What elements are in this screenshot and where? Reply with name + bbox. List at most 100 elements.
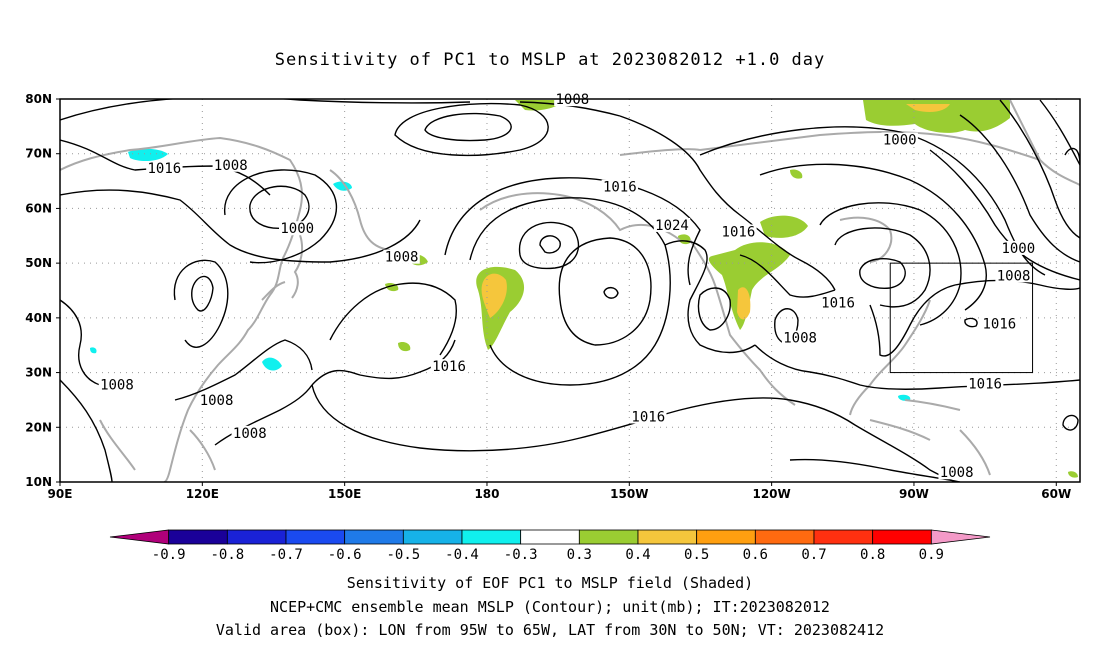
- contour-line: [1062, 414, 1079, 431]
- coastline-asia: [60, 136, 303, 482]
- contour-label: 1016: [432, 359, 466, 375]
- shade-positive-patch: [708, 242, 790, 330]
- contour-line: [311, 339, 456, 386]
- colorbar-swatch: [168, 529, 228, 545]
- shade-positive-core: [737, 287, 751, 320]
- valid-area-box: [889, 262, 1034, 374]
- contour-line: [191, 275, 214, 312]
- contour-line: [60, 299, 101, 386]
- colorbar-tick-label: -0.8: [210, 547, 244, 563]
- contour-line: [959, 114, 1080, 263]
- coastline-alaska: [479, 192, 681, 241]
- x-tick-label: 150E: [328, 487, 361, 501]
- colorbar-tick-label: 0.9: [919, 547, 944, 563]
- contour-line: [311, 384, 959, 482]
- coastline-se-asia: [99, 419, 216, 471]
- colorbar-tick-label: 0.7: [801, 547, 826, 563]
- contour-line: [664, 240, 756, 354]
- contour-label: 1008: [200, 393, 234, 409]
- colorbar-tick-label: -0.7: [269, 547, 303, 563]
- contour-label-bg: [981, 316, 1018, 331]
- shade-positive-patch: [398, 341, 411, 352]
- contour-label-bg: [212, 157, 249, 172]
- x-tick-label: 120E: [186, 487, 219, 501]
- coastline-greenland: [1009, 99, 1080, 186]
- contour-line: [754, 344, 1080, 390]
- contour-label-bg: [383, 249, 420, 264]
- shade-negative-patch: [90, 347, 97, 354]
- contour-label: 1016: [982, 316, 1016, 332]
- contour-line: [424, 112, 512, 142]
- contour-label-bg: [819, 295, 857, 310]
- coastline-hudson-bay: [839, 216, 893, 263]
- shade-negative-patch: [262, 357, 282, 371]
- contour-line: [539, 235, 561, 254]
- contour-label-bg: [881, 132, 918, 147]
- contour-label-bg: [98, 377, 136, 392]
- contour-line: [999, 99, 1080, 239]
- contour-line: [619, 115, 836, 291]
- contour-line: [329, 282, 457, 356]
- x-tick-label: 90W: [899, 487, 929, 501]
- contour-line: [558, 237, 652, 346]
- contour-label-bg: [279, 221, 316, 236]
- contour-line: [174, 339, 313, 401]
- contour-line: [394, 102, 549, 157]
- contour-label-bg: [966, 376, 1004, 391]
- contour-line: [929, 149, 1080, 281]
- coastlines: [60, 99, 1080, 482]
- x-tick-label: 90E: [48, 487, 73, 501]
- contour-line: [60, 189, 421, 263]
- caption-shading: Sensitivity of EOF PC1 to MSLP field (Sh…: [346, 574, 754, 592]
- colorbar-swatch: [461, 529, 522, 545]
- contour-line: [60, 99, 621, 121]
- y-tick-label: 60N: [25, 201, 52, 215]
- coastline-north-america-west: [689, 239, 796, 406]
- contour-label-bg: [995, 268, 1032, 283]
- contour-label: 1016: [148, 161, 182, 177]
- contour-line: [469, 197, 671, 386]
- shade-positive-patch: [760, 215, 808, 238]
- colorbar-swatch: [285, 529, 346, 545]
- contour-line: [819, 202, 962, 326]
- chart-title: Sensitivity of PC1 to MSLP at 2023082012…: [274, 50, 826, 70]
- x-tick-label: 150W: [610, 487, 648, 501]
- contour-label-bg: [653, 217, 691, 232]
- contour-label-bg: [781, 330, 819, 345]
- shade-positive-patch: [790, 169, 803, 179]
- colorbar-swatch: [520, 529, 580, 545]
- contour-label: 1008: [556, 92, 590, 108]
- contour-line: [869, 279, 1080, 357]
- contour-label: 1024: [655, 218, 689, 234]
- colorbar-swatch: [578, 529, 639, 545]
- contour-line: [518, 221, 580, 270]
- contour-label: 1008: [100, 378, 134, 394]
- y-tick-label: 40N: [25, 311, 52, 325]
- colorbar-swatch: [696, 529, 756, 545]
- colorbar-tick-label: 0.5: [684, 547, 709, 563]
- contour-label-bg: [938, 465, 975, 480]
- shade-positive-core: [906, 104, 950, 112]
- contour-label: 1008: [997, 268, 1031, 284]
- coastline-north-america-east: [849, 299, 931, 441]
- colorbar-tick-label: -0.4: [445, 547, 479, 563]
- map-axes: 90E 120E 150E 180 150W 120W 90W 60W 10N 20N 30N 40N…: [25, 92, 1071, 501]
- contour-line: [697, 287, 731, 331]
- colorbar-tick-label: 0.4: [625, 547, 650, 563]
- contour-line: [603, 286, 619, 299]
- caption-contour: NCEP+CMC ensemble mean MSLP (Contour); u…: [270, 598, 830, 616]
- colorbar-tick-label: 0.6: [743, 547, 768, 563]
- shade-positive-patch: [1068, 471, 1078, 478]
- colorbar-swatch: [226, 529, 287, 545]
- colorbar-swatch: [754, 529, 815, 545]
- contour-label: 1008: [783, 331, 817, 347]
- colorbar-arrow-low: [109, 529, 170, 545]
- contour-line: [759, 163, 987, 311]
- x-tick-label: 120W: [752, 487, 790, 501]
- y-tick-label: 20N: [25, 420, 52, 434]
- contour-label-bg: [198, 393, 235, 408]
- x-tick-label: 180: [474, 487, 499, 501]
- contour-label: 1008: [233, 426, 267, 442]
- contour-label-bg: [601, 179, 639, 194]
- colorbar-tick-label: -0.3: [504, 547, 538, 563]
